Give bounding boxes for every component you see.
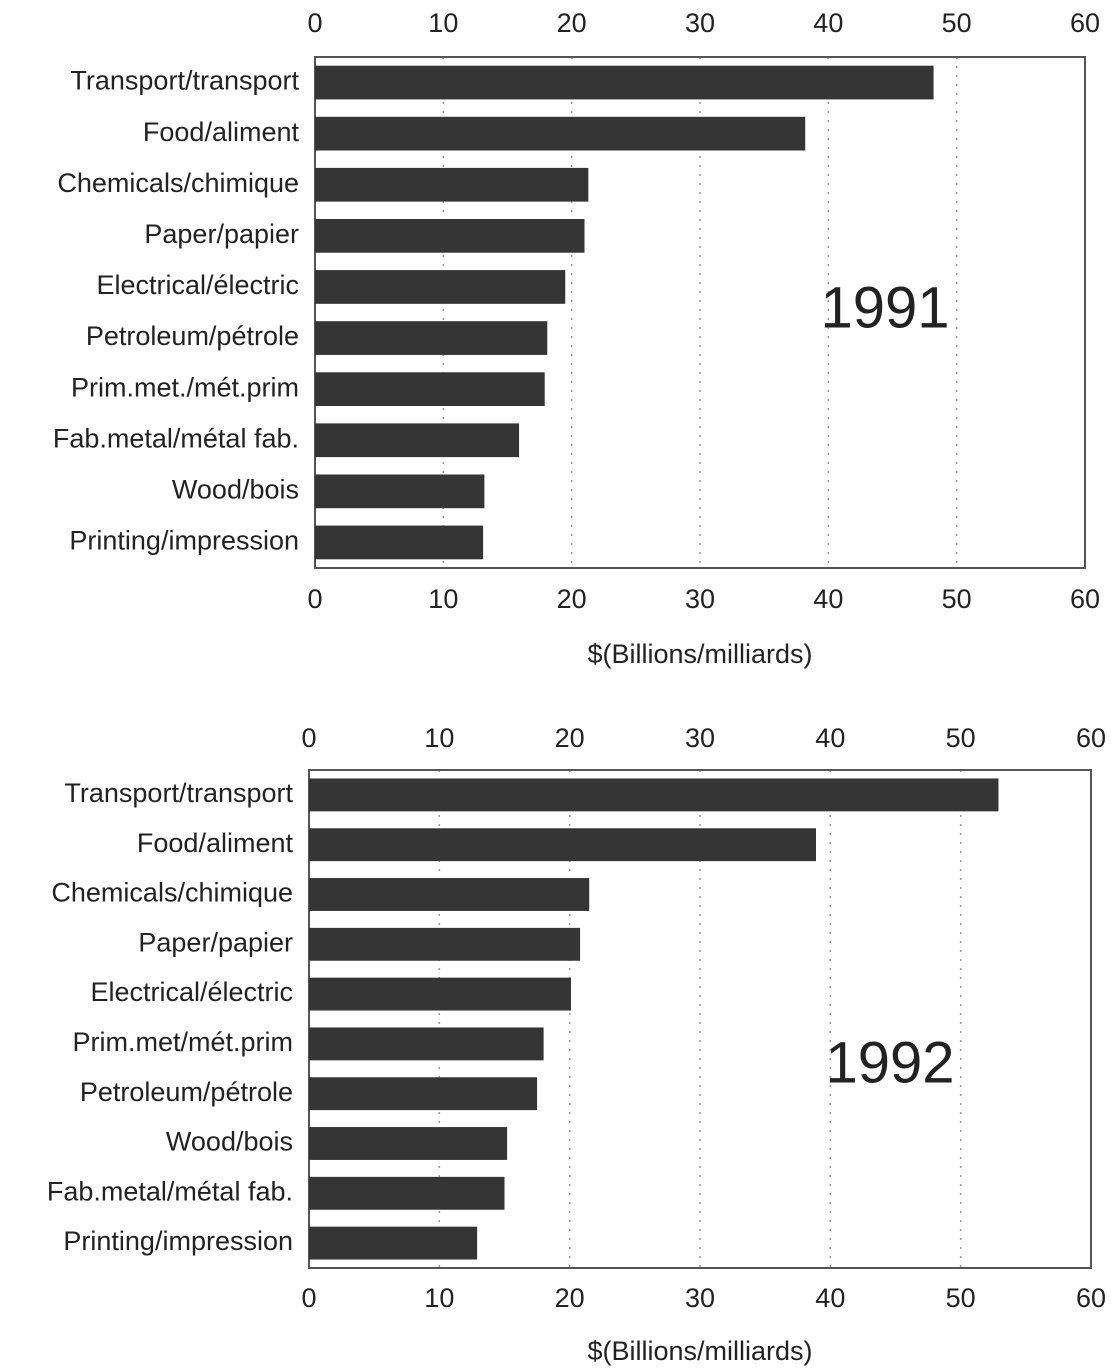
y-tick-label: Fab.metal/métal fab. [47,1176,293,1206]
x-tick-label-top: 30 [685,8,715,38]
bar [315,423,520,458]
x-tick-label: 30 [685,1283,715,1313]
x-tick-label-top: 30 [685,723,715,753]
x-tick-label: 60 [1070,584,1100,614]
x-tick-label: 50 [946,1283,976,1313]
bar [309,828,816,862]
x-tick-label-top: 0 [301,723,316,753]
y-tick-label: Transport/transport [70,66,299,96]
x-tick-label: 0 [307,584,322,614]
x-tick-label-top: 50 [942,8,972,38]
bar [315,218,585,253]
y-tick-label: Paper/papier [138,927,293,957]
bar [315,525,484,560]
x-tick-label-top: 60 [1076,723,1106,753]
y-tick-label: Prim.met./mét.prim [71,372,299,402]
annotation: 1992 [825,1030,954,1095]
bar [315,167,589,202]
x-tick-label-top: 20 [555,723,585,753]
y-tick-label: Chemicals/chimique [57,168,299,198]
bar [309,977,571,1011]
x-tick-label-top: 50 [946,723,976,753]
x-tick-label: 40 [813,584,843,614]
x-tick-label-top: 60 [1070,8,1100,38]
x-axis-label: $(Billions/milliards) [587,1336,812,1366]
y-tick-label: Food/aliment [143,117,300,147]
x-tick-label-top: 0 [307,8,322,38]
bar [309,778,999,812]
x-tick-label-top: 40 [815,723,845,753]
x-tick-label: 0 [301,1283,316,1313]
bar [309,927,581,961]
y-tick-label: Printing/impression [69,526,299,556]
bar [315,321,548,355]
x-tick-label: 40 [815,1283,845,1313]
bar [309,1077,538,1111]
x-tick-label: 60 [1076,1283,1106,1313]
y-tick-label: Electrical/électric [96,270,299,300]
bar [315,65,934,100]
bar [315,270,566,304]
x-tick-label-top: 20 [557,8,587,38]
plot-frame [314,56,1086,569]
y-tick-label: Petroleum/pétrole [86,321,299,351]
x-tick-label-top: 40 [813,8,843,38]
x-tick-label: 10 [424,1283,454,1313]
bar [309,1027,544,1061]
x-tick-label: 50 [942,584,972,614]
x-tick-label: 20 [557,584,587,614]
bar [315,372,545,407]
y-tick-label: Prim.met/mét.prim [72,1027,293,1057]
x-tick-label: 10 [428,584,458,614]
x-tick-label-top: 10 [428,8,458,38]
x-tick-label: 30 [685,584,715,614]
bar [309,1226,478,1260]
bar [309,1127,508,1160]
x-tick-label-top: 10 [424,723,454,753]
y-tick-label: Paper/papier [144,219,299,249]
y-tick-label: Fab.metal/métal fab. [53,423,299,453]
y-tick-label: Food/aliment [137,828,294,858]
y-tick-label: Wood/bois [166,1127,293,1157]
y-tick-label: Petroleum/pétrole [80,1077,293,1107]
bar [309,1176,505,1210]
bar [315,116,806,151]
x-tick-label: 20 [555,1283,585,1313]
y-tick-label: Chemicals/chimique [51,878,293,908]
bar [309,878,590,911]
plot-frame [308,769,1092,1269]
x-axis-label: $(Billions/milliards) [587,639,812,669]
y-tick-label: Printing/impression [63,1226,293,1256]
y-tick-label: Wood/bois [172,474,299,504]
y-tick-label: Electrical/électric [90,977,293,1007]
y-tick-label: Transport/transport [64,778,293,808]
bar [315,474,485,509]
annotation: 1991 [820,275,949,340]
